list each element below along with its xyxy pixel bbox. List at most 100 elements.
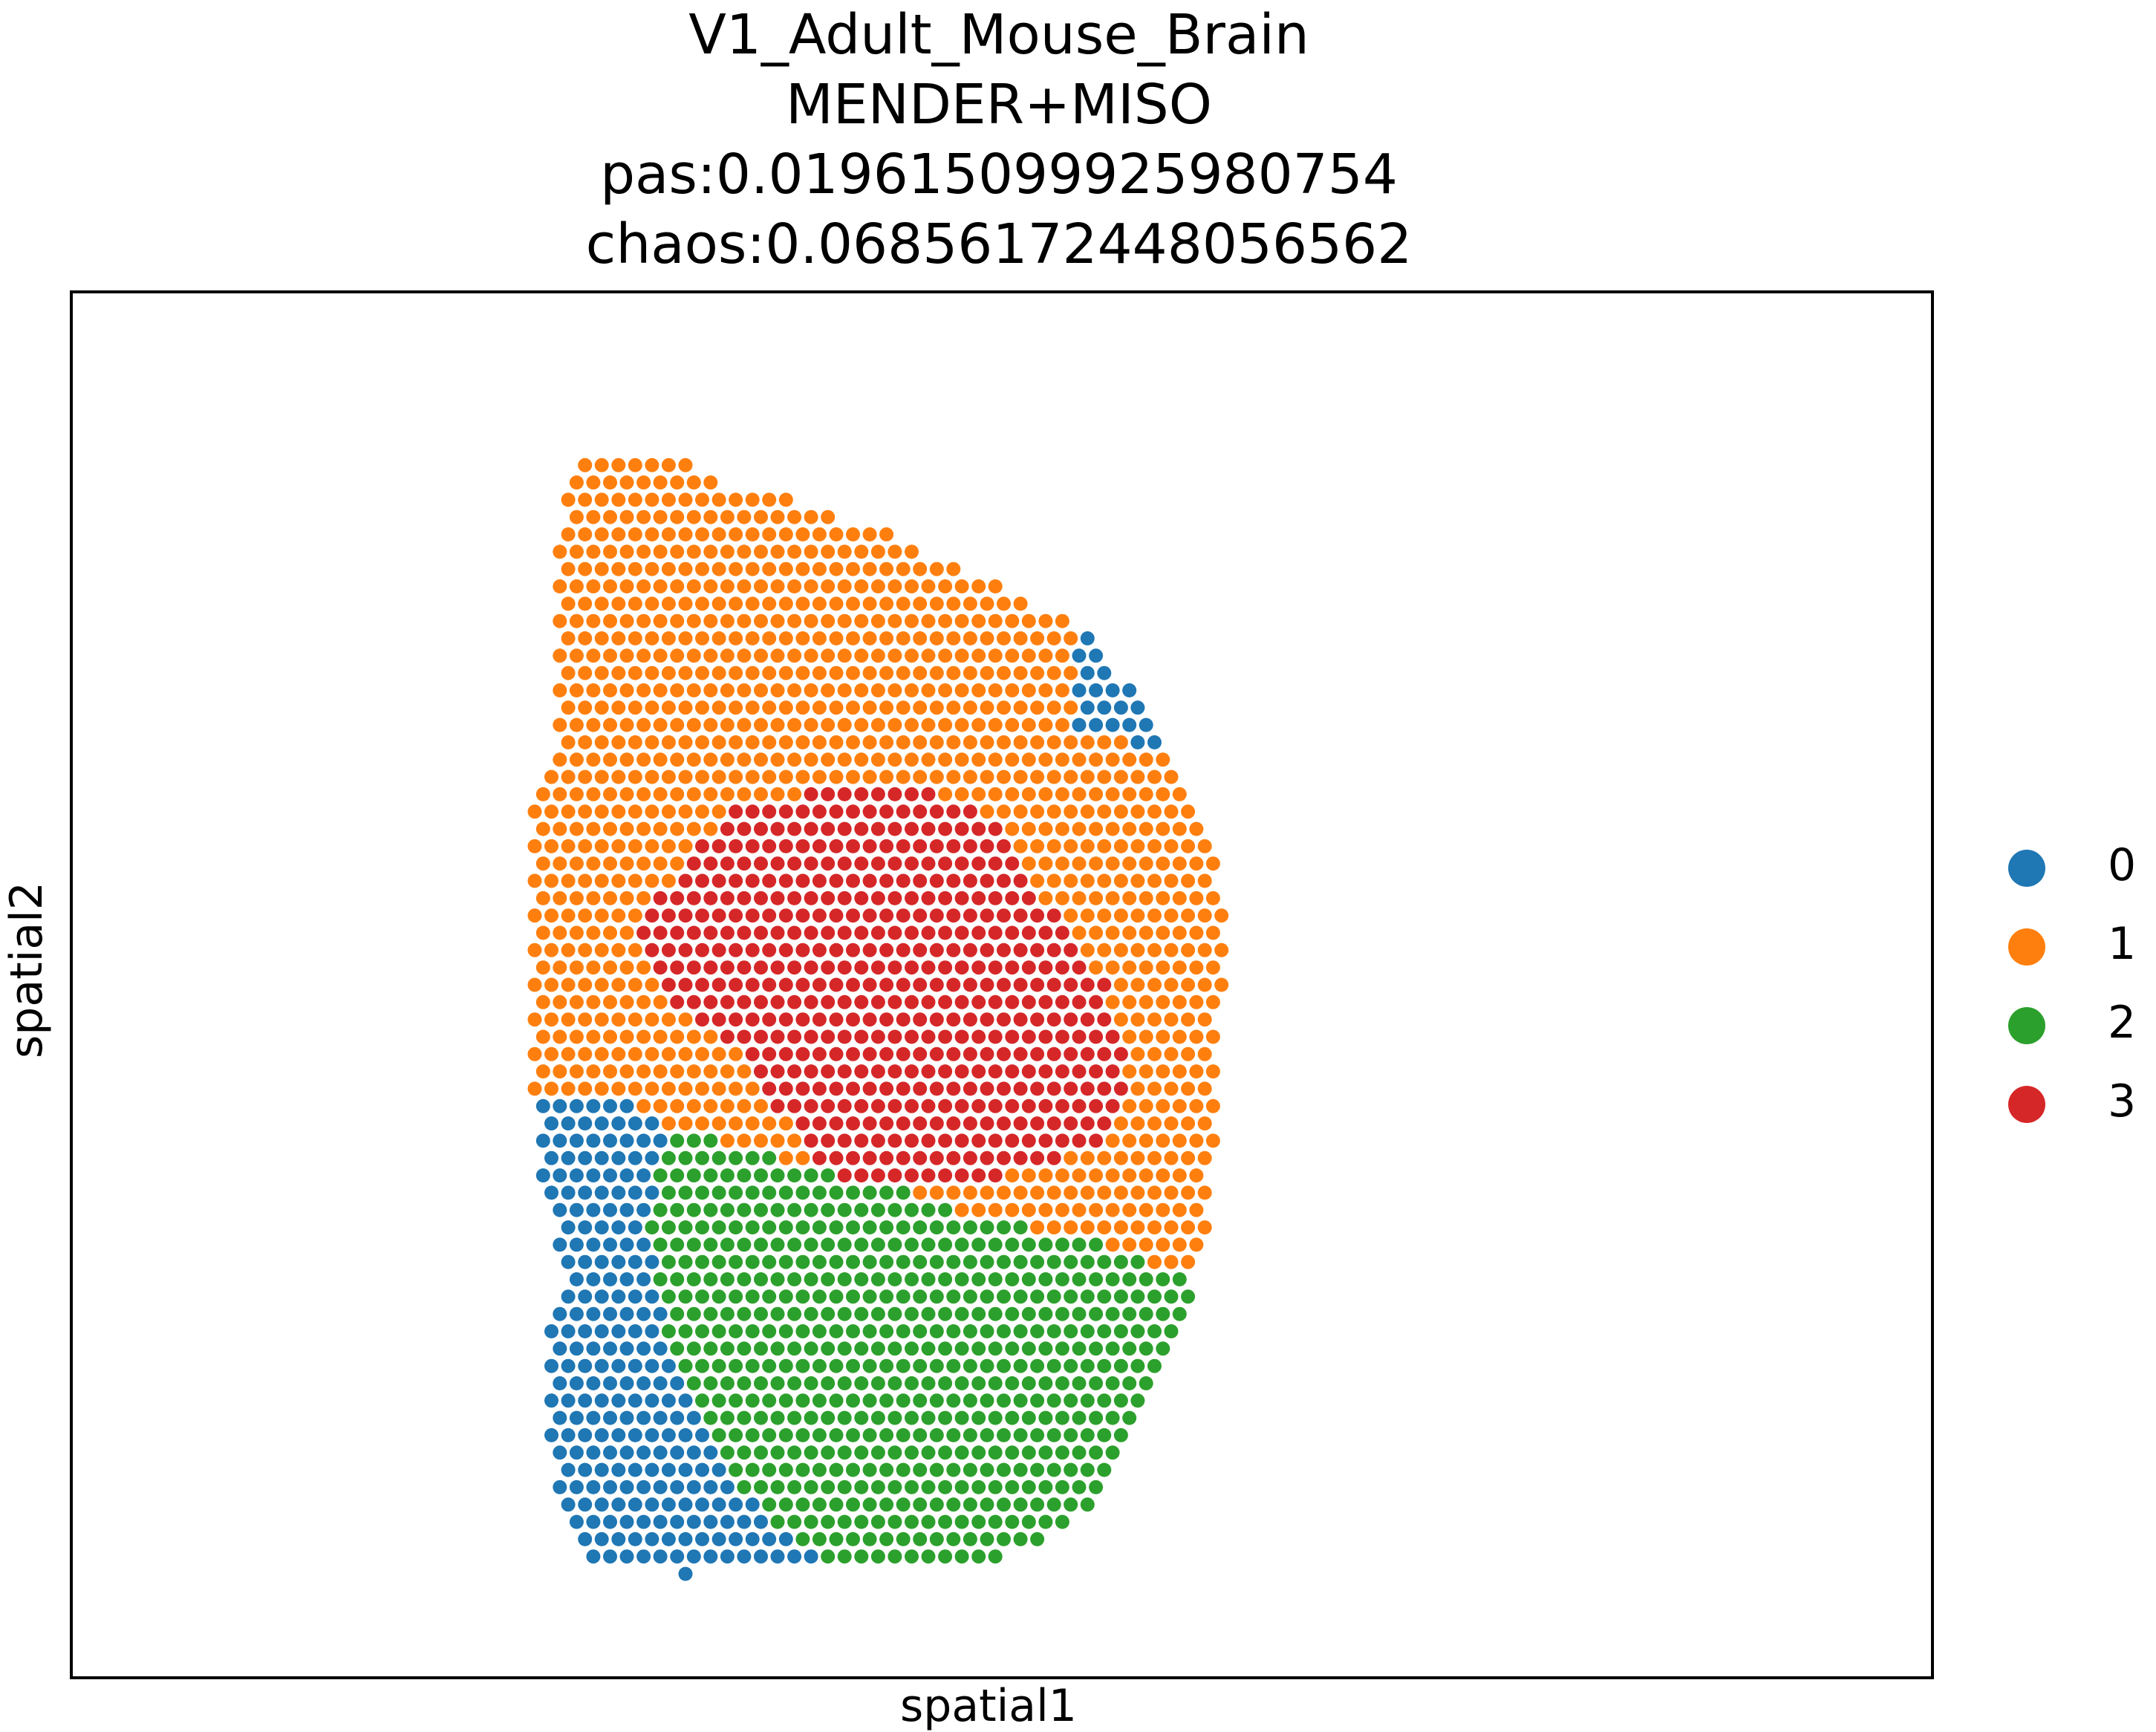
spot-cluster-3 — [870, 1064, 885, 1079]
spot-cluster-2 — [703, 1341, 718, 1356]
spot-cluster-2 — [720, 1272, 735, 1286]
spot-cluster-1 — [1005, 1168, 1020, 1183]
spot-cluster-3 — [971, 856, 986, 871]
spot-cluster-3 — [988, 891, 1003, 905]
spot-cluster-1 — [1080, 873, 1095, 888]
spot-cluster-1 — [1089, 1202, 1104, 1217]
spot-cluster-2 — [686, 1133, 701, 1148]
spot-cluster-2 — [963, 1289, 977, 1304]
spot-cluster-3 — [1072, 1064, 1087, 1079]
spot-cluster-1 — [1156, 787, 1170, 801]
spot-cluster-3 — [1055, 1098, 1069, 1113]
spot-cluster-3 — [804, 1098, 818, 1113]
spot-cluster-3 — [695, 839, 709, 853]
spot-cluster-3 — [678, 942, 693, 957]
spot-cluster-0 — [1072, 717, 1087, 732]
spot-cluster-1 — [1147, 1046, 1162, 1061]
spot-cluster-1 — [1080, 769, 1095, 784]
y-axis-label: spatial2 — [1, 882, 53, 1058]
spot-cluster-3 — [795, 1116, 810, 1131]
spot-cluster-2 — [770, 1445, 785, 1460]
spot-cluster-0 — [586, 1237, 601, 1252]
spot-cluster-1 — [535, 925, 550, 940]
spot-cluster-1 — [1122, 787, 1137, 801]
spot-cluster-0 — [611, 1116, 626, 1131]
spot-cluster-1 — [737, 509, 752, 524]
spot-cluster-1 — [1097, 1150, 1112, 1165]
spot-cluster-1 — [619, 544, 634, 559]
spot-cluster-3 — [821, 1064, 836, 1079]
spot-cluster-2 — [1021, 1272, 1036, 1286]
spot-cluster-2 — [1038, 1237, 1053, 1252]
spot-cluster-3 — [661, 942, 676, 957]
spot-cluster-0 — [661, 1427, 676, 1442]
spot-cluster-3 — [1005, 891, 1020, 905]
spot-cluster-3 — [879, 1046, 894, 1061]
spot-cluster-2 — [678, 1185, 693, 1200]
spot-cluster-2 — [1021, 1306, 1036, 1321]
spot-cluster-2 — [1122, 1376, 1137, 1390]
spot-cluster-2 — [1097, 1324, 1112, 1338]
spot-cluster-1 — [829, 527, 844, 541]
spot-cluster-3 — [862, 942, 877, 957]
spot-cluster-3 — [946, 873, 961, 888]
spot-cluster-3 — [913, 1081, 928, 1096]
spot-cluster-1 — [1164, 873, 1179, 888]
spot-cluster-1 — [553, 891, 567, 905]
spot-cluster-1 — [1021, 856, 1036, 871]
spot-cluster-3 — [770, 994, 785, 1009]
spot-cluster-2 — [1064, 1289, 1078, 1304]
spot-cluster-2 — [1064, 1427, 1078, 1442]
spot-cluster-1 — [870, 717, 885, 732]
spot-cluster-2 — [1097, 1358, 1112, 1373]
spot-cluster-2 — [954, 1514, 969, 1529]
spot-cluster-1 — [1055, 787, 1069, 801]
spot-cluster-1 — [729, 1046, 743, 1061]
spot-cluster-0 — [628, 1254, 642, 1269]
spot-cluster-2 — [879, 1358, 894, 1373]
spot-cluster-1 — [787, 544, 802, 559]
spot-cluster-2 — [711, 1185, 726, 1200]
spot-cluster-3 — [1038, 1029, 1053, 1044]
spot-cluster-2 — [787, 1376, 802, 1390]
spot-cluster-1 — [1172, 1029, 1187, 1044]
spot-cluster-3 — [1113, 1081, 1128, 1096]
spot-cluster-3 — [829, 977, 844, 992]
spot-cluster-2 — [1097, 1427, 1112, 1442]
spot-cluster-1 — [1172, 891, 1187, 905]
spot-cluster-1 — [569, 821, 584, 836]
spot-cluster-1 — [603, 891, 617, 905]
spot-cluster-2 — [946, 1462, 961, 1477]
spot-cluster-3 — [980, 839, 994, 853]
spot-cluster-1 — [1080, 804, 1095, 819]
spot-cluster-2 — [770, 1306, 785, 1321]
spot-cluster-2 — [1113, 1254, 1128, 1269]
spot-cluster-1 — [661, 700, 676, 715]
spot-cluster-0 — [645, 1393, 659, 1408]
spot-cluster-3 — [938, 1098, 953, 1113]
spot-cluster-1 — [905, 579, 919, 593]
spot-cluster-1 — [636, 648, 651, 663]
spot-cluster-2 — [870, 1341, 885, 1356]
spot-cluster-1 — [645, 769, 659, 784]
spot-cluster-3 — [754, 891, 768, 905]
spot-cluster-3 — [711, 839, 726, 853]
spot-cluster-1 — [703, 509, 718, 524]
spot-cluster-1 — [821, 683, 836, 697]
spot-cluster-3 — [1021, 1098, 1036, 1113]
spot-cluster-1 — [653, 1098, 668, 1113]
spot-cluster-1 — [1147, 1185, 1162, 1200]
spot-cluster-3 — [929, 1046, 944, 1061]
spot-cluster-3 — [862, 1150, 877, 1165]
spot-cluster-1 — [561, 631, 576, 645]
spot-cluster-3 — [711, 942, 726, 957]
spot-cluster-1 — [720, 648, 735, 663]
spot-cluster-1 — [762, 665, 777, 680]
spot-cluster-0 — [745, 1531, 760, 1546]
spot-cluster-3 — [795, 908, 810, 923]
spot-cluster-1 — [754, 1133, 768, 1148]
spot-cluster-1 — [1122, 1029, 1137, 1044]
spot-cluster-3 — [1089, 1098, 1104, 1113]
spot-cluster-2 — [1130, 1289, 1145, 1304]
spot-cluster-1 — [963, 596, 977, 611]
